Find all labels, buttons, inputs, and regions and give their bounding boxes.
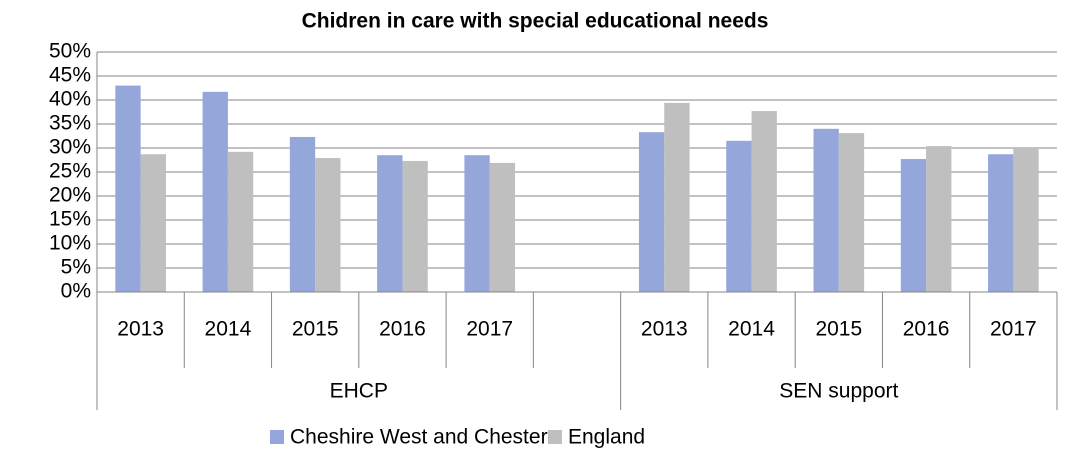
y-tick-label: 40% <box>49 88 91 111</box>
x-tick-label: 2017 <box>990 318 1037 341</box>
legend-label: England <box>568 426 645 449</box>
y-tick-label: 30% <box>49 136 91 159</box>
bar <box>900 159 927 292</box>
x-tick-label: 2016 <box>379 318 426 341</box>
x-tick-label: 2014 <box>728 318 775 341</box>
chart-title: Chidren in care with special educational… <box>302 10 769 33</box>
bar <box>638 132 665 292</box>
y-tick-label: 20% <box>49 184 91 207</box>
bar <box>1013 148 1039 292</box>
bar <box>489 162 516 292</box>
y-tick-label: 0% <box>61 280 91 303</box>
x-tick-label: 2013 <box>641 318 688 341</box>
bar <box>988 154 1014 292</box>
bar <box>664 102 690 292</box>
bar <box>289 136 316 292</box>
group-label: EHCP <box>330 380 388 403</box>
bar <box>402 160 428 292</box>
bar <box>202 91 228 292</box>
bar <box>464 155 490 292</box>
bar <box>726 140 752 292</box>
x-tick-label: 2017 <box>466 318 513 341</box>
group-label: SEN support <box>779 380 898 403</box>
bar <box>377 155 403 292</box>
y-tick-label: 15% <box>49 208 91 231</box>
x-tick-label: 2013 <box>117 318 164 341</box>
bar <box>115 85 141 292</box>
bar <box>926 146 952 292</box>
y-tick-label: 10% <box>49 232 91 255</box>
x-tick-label: 2015 <box>292 318 339 341</box>
x-tick-label: 2016 <box>903 318 950 341</box>
bar <box>140 154 166 292</box>
y-tick-label: 50% <box>49 40 91 63</box>
bar <box>838 133 865 292</box>
bar <box>751 111 777 292</box>
legend-label: Cheshire West and Chester <box>290 426 548 449</box>
bar <box>227 151 254 292</box>
x-tick-label: 2015 <box>815 318 862 341</box>
bar <box>315 158 341 292</box>
y-tick-label: 45% <box>49 64 91 87</box>
x-tick-label: 2014 <box>205 318 252 341</box>
legend-swatch <box>270 430 284 444</box>
y-tick-label: 25% <box>49 160 91 183</box>
y-tick-label: 5% <box>61 256 91 279</box>
legend-swatch <box>548 430 562 444</box>
bar <box>813 128 839 292</box>
y-tick-label: 35% <box>49 112 91 135</box>
